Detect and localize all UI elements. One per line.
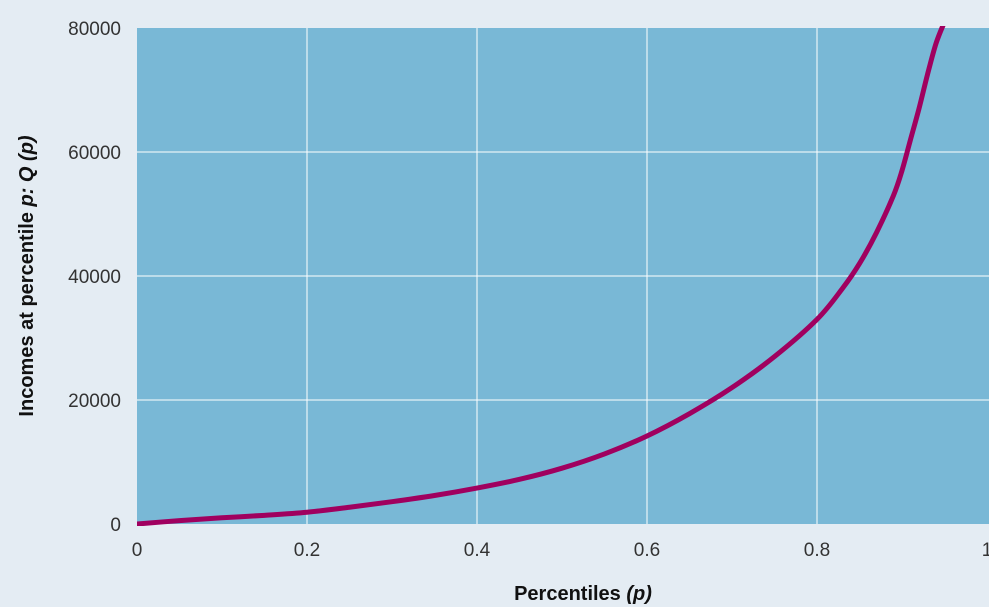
series-layer — [137, 26, 946, 526]
x-tick-label: 0.2 — [294, 540, 320, 561]
x-tick-label: 0.8 — [804, 540, 830, 561]
grid-lines — [137, 28, 989, 524]
x-tick-label: 0 — [132, 540, 143, 561]
y-tick-label: 20000 — [68, 391, 121, 412]
y-tick-label: 60000 — [68, 143, 121, 164]
x-tick-label: 0.6 — [634, 540, 660, 561]
tick-labels: 0 0.2 0.4 0.6 0.8 1 0 20000 40000 60000 80000 — [68, 19, 989, 561]
x-axis-title: Percentiles (p) — [514, 583, 652, 605]
x-axis-title-text: Percentiles — [514, 583, 626, 605]
x-tick-label: 0.4 — [464, 540, 491, 561]
x-axis-title-italic: (p) — [626, 583, 652, 605]
y-tick-label: 80000 — [68, 19, 121, 40]
x-tick-label: 1 — [982, 540, 989, 561]
y-tick-label: 40000 — [68, 267, 121, 288]
quantile-curve-line — [137, 26, 946, 526]
y-axis-title: Incomes at percentile p: Q (p) — [16, 135, 38, 417]
y-tick-label: 0 — [110, 515, 121, 536]
y-axis-title-italic: p: Q (p) — [16, 135, 38, 207]
y-axis-title-text: Incomes at percentile — [16, 207, 38, 417]
